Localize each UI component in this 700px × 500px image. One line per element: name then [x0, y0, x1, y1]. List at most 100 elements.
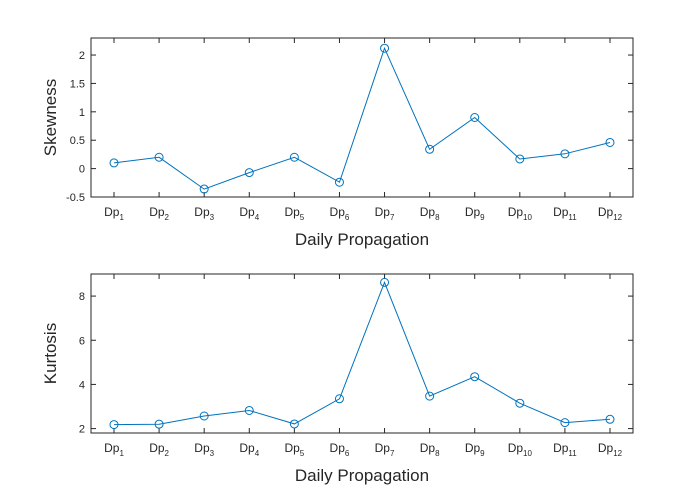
x-tick-label-base: Dp — [465, 205, 481, 219]
y-tick-label: 2 — [79, 50, 85, 62]
x-tick-label: Dp4 — [239, 205, 259, 222]
plot-frame — [90, 273, 634, 434]
x-axis-label: Daily Propagation — [295, 230, 429, 249]
data-point — [244, 168, 254, 178]
data-point — [289, 152, 299, 162]
x-tick-label-subscript: 10 — [523, 449, 532, 458]
x-tick-label-base: Dp — [598, 205, 614, 219]
data-point — [425, 391, 435, 401]
x-tick-label-base: Dp — [194, 205, 210, 219]
data-point — [425, 144, 435, 154]
x-tick-label-subscript: 11 — [568, 449, 577, 458]
plot-frame — [90, 37, 634, 198]
x-tick-label: Dp6 — [330, 441, 350, 458]
x-tick-label-subscript: 1 — [119, 449, 124, 458]
x-tick-label-subscript: 3 — [210, 449, 215, 458]
x-tick-label-base: Dp — [553, 441, 569, 455]
data-point — [154, 419, 164, 429]
x-tick-label: Dp5 — [284, 205, 304, 222]
x-tick-label-base: Dp — [598, 441, 614, 455]
data-point — [380, 43, 390, 53]
data-point — [334, 177, 344, 187]
data-point — [560, 418, 570, 428]
data-point — [199, 184, 209, 194]
x-tick-label-subscript: 6 — [345, 449, 350, 458]
x-tick-label-subscript: 5 — [300, 449, 305, 458]
data-point — [605, 414, 615, 424]
x-tick-label-subscript: 8 — [435, 213, 440, 222]
x-tick-label-subscript: 8 — [435, 449, 440, 458]
x-tick-label-subscript: 4 — [255, 449, 260, 458]
x-tick-label-base: Dp — [104, 205, 120, 219]
y-tick-label: 1 — [79, 107, 85, 119]
x-tick-label-subscript: 10 — [523, 213, 532, 222]
x-tick-label-subscript: 2 — [165, 449, 170, 458]
x-tick-label-base: Dp — [330, 441, 346, 455]
x-tick-label-base: Dp — [104, 441, 120, 455]
x-tick-label-base: Dp — [553, 205, 569, 219]
data-point — [515, 398, 525, 408]
x-tick-label-base: Dp — [420, 205, 436, 219]
x-tick-label-subscript: 7 — [390, 449, 395, 458]
x-tick-label-base: Dp — [508, 205, 524, 219]
data-point — [244, 405, 254, 415]
x-tick-label-subscript: 6 — [345, 213, 350, 222]
x-tick-label: Dp6 — [330, 205, 350, 222]
x-tick-label-subscript: 3 — [210, 213, 215, 222]
x-tick-label: Dp12 — [598, 441, 623, 458]
y-tick-label: 2 — [79, 424, 85, 436]
x-tick-label-base: Dp — [194, 441, 210, 455]
x-tick-label-base: Dp — [375, 205, 391, 219]
x-tick-label-base: Dp — [284, 205, 300, 219]
x-tick-label: Dp5 — [284, 441, 304, 458]
x-tick-label-subscript: 7 — [390, 213, 395, 222]
data-point — [605, 137, 615, 147]
x-tick-label: Dp3 — [194, 441, 214, 458]
y-axis-label: Kurtosis — [41, 323, 60, 384]
data-point — [470, 113, 480, 122]
x-tick-label: Dp9 — [465, 205, 485, 222]
x-axis-label: Daily Propagation — [295, 466, 429, 485]
data-point — [560, 149, 570, 159]
x-tick-label: Dp10 — [508, 441, 533, 458]
x-tick-label: Dp8 — [420, 205, 440, 222]
x-tick-label-base: Dp — [149, 205, 165, 219]
x-tick-label-subscript: 9 — [480, 213, 485, 222]
y-tick-label: -0.5 — [66, 192, 85, 204]
data-point — [334, 394, 344, 404]
x-tick-label-base: Dp — [375, 441, 391, 455]
x-tick-label-base: Dp — [284, 441, 300, 455]
x-tick-label-subscript: 5 — [300, 213, 305, 222]
x-tick-label-subscript: 12 — [613, 449, 622, 458]
series-line — [113, 46, 611, 190]
series-line — [113, 281, 611, 426]
data-point — [199, 411, 209, 421]
y-tick-label: 4 — [79, 379, 85, 391]
x-tick-label-subscript: 12 — [613, 213, 622, 222]
x-tick-label-base: Dp — [330, 205, 346, 219]
y-tick-label: 1.5 — [70, 78, 85, 90]
x-tick-label-subscript: 1 — [119, 213, 124, 222]
data-point — [470, 372, 480, 382]
x-tick-label: Dp4 — [239, 441, 259, 458]
data-point — [515, 154, 525, 164]
y-tick-label: 0.5 — [70, 135, 85, 147]
x-tick-label-base: Dp — [239, 205, 255, 219]
x-tick-label: Dp3 — [194, 205, 214, 222]
x-tick-label-base: Dp — [420, 441, 436, 455]
data-point — [154, 152, 164, 162]
x-tick-label: Dp12 — [598, 205, 623, 222]
x-tick-label-subscript: 9 — [480, 449, 485, 458]
y-tick-label: 8 — [79, 291, 85, 303]
x-tick-label: Dp2 — [149, 205, 169, 222]
x-tick-label-base: Dp — [465, 441, 481, 455]
data-point — [109, 158, 119, 168]
data-point — [289, 419, 299, 429]
y-tick-label: 0 — [79, 164, 85, 176]
x-tick-label: Dp7 — [375, 205, 395, 222]
x-tick-label-base: Dp — [239, 441, 255, 455]
data-point — [109, 420, 119, 430]
